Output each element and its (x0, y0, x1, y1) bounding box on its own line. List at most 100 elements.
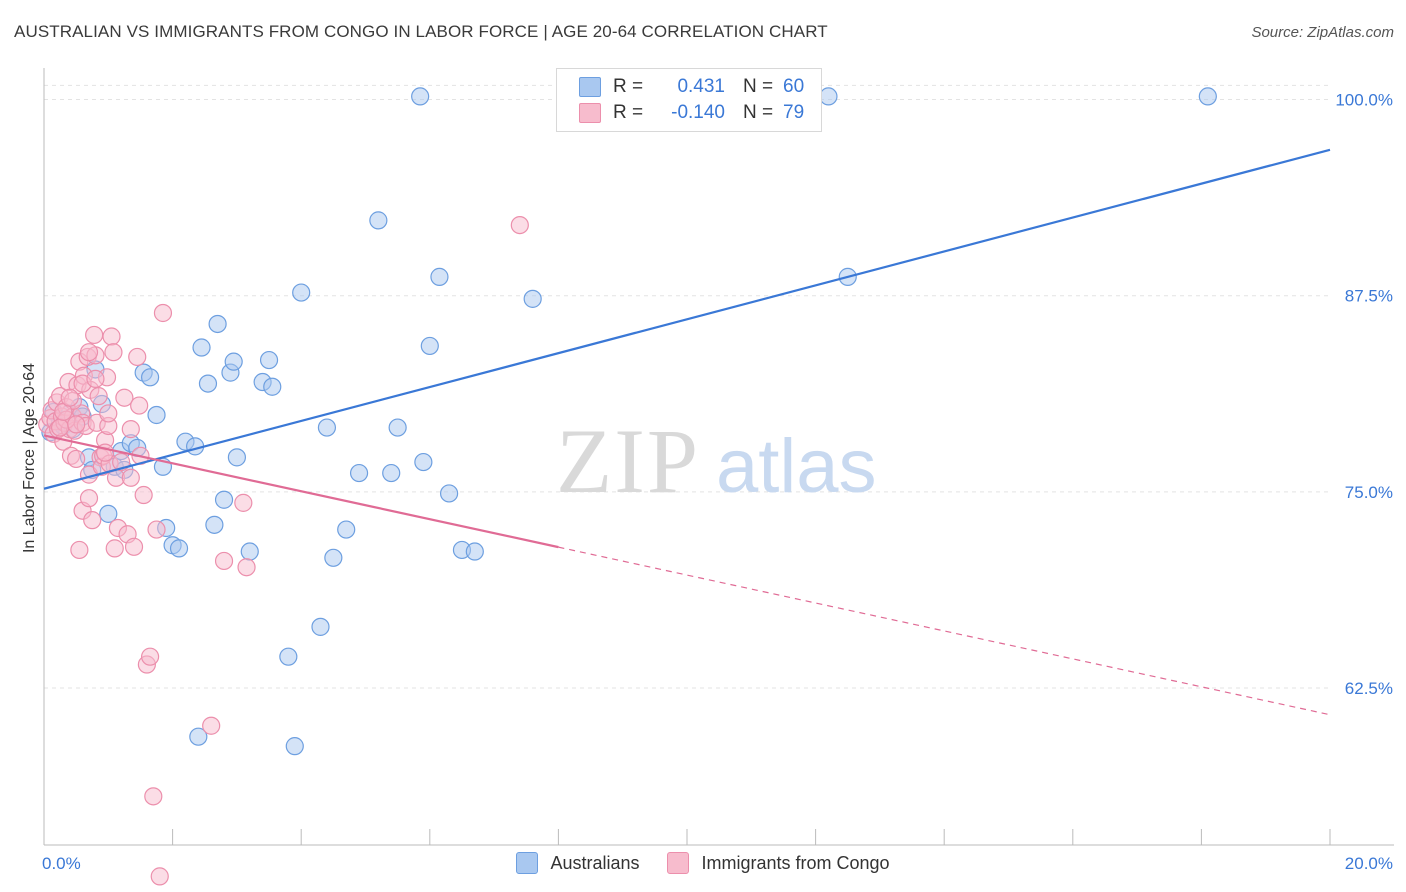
congo-trend-line-extension (558, 546, 1331, 716)
australians-point (263, 377, 282, 396)
tick-labels: 100.0% 87.5% 75.0% 62.5% 0.0% 20.0% (42, 91, 1393, 873)
australians-point (523, 289, 542, 308)
congo-point (128, 347, 147, 367)
australians-point (240, 542, 259, 561)
australians-point (259, 350, 279, 370)
australians-point (285, 737, 304, 756)
congo-point (144, 787, 163, 806)
congo-point (234, 493, 253, 512)
congo-point (70, 540, 89, 560)
watermark-zip: ZIP (556, 410, 700, 512)
congo-point (202, 716, 221, 735)
congo-point (214, 551, 234, 571)
legend-r-value: 0.431 (677, 76, 725, 97)
australians-point (205, 515, 224, 534)
congo-point (83, 511, 102, 530)
australians-point (227, 448, 246, 467)
legend-r-key: R = (613, 76, 644, 97)
congo-point (115, 388, 134, 407)
australians-point (140, 368, 160, 387)
congo-point (67, 449, 86, 469)
x-tick-label: 0.0% (42, 854, 81, 873)
congo-point (130, 396, 149, 415)
x-tick-label: 20.0% (1345, 854, 1393, 873)
australians-point (414, 452, 433, 472)
congo-point (50, 418, 70, 437)
australians-point (208, 314, 227, 334)
australians-point (192, 338, 211, 357)
congo-point (121, 468, 140, 487)
legend-swatch-australians (579, 77, 601, 97)
australians-point (388, 418, 407, 437)
congo-point (85, 325, 104, 345)
australians-point (147, 405, 166, 425)
australians-point (169, 539, 189, 558)
congo-point (121, 420, 140, 439)
congo-point (105, 539, 124, 558)
congo-point (86, 369, 105, 388)
congo-point (153, 303, 173, 323)
congo-point (79, 489, 99, 508)
congo-point (237, 558, 256, 577)
legend-swatch-congo (579, 103, 601, 123)
australians-point (337, 520, 356, 539)
y-tick-label: 62.5% (1345, 679, 1393, 698)
chart-title: AUSTRALIAN VS IMMIGRANTS FROM CONGO IN L… (14, 22, 828, 41)
watermark-atlas: atlas (716, 424, 877, 509)
data-points (38, 87, 1217, 886)
legend-n-value: 79 (783, 102, 805, 123)
australians-point (224, 352, 243, 371)
stats-legend: R = 0.431 N = 60 R = -0.140 N = 79 (556, 68, 822, 132)
congo-point (150, 867, 169, 886)
legend-item-australians[interactable]: Australians (516, 852, 639, 874)
legend-r-value: -0.140 (671, 102, 725, 123)
trend-lines (43, 148, 1331, 716)
australians-point (324, 548, 343, 567)
australians-point (349, 463, 369, 483)
australians-point (420, 336, 439, 356)
source-credit: Source: ZipAtlas.com (1251, 24, 1394, 41)
legend-label-australians: Australians (550, 852, 640, 873)
congo-point (147, 520, 166, 539)
australians-point (189, 727, 208, 746)
congo-point (134, 485, 153, 505)
legend-item-congo[interactable]: Immigrants from Congo (667, 852, 890, 874)
y-tick-label: 87.5% (1345, 287, 1393, 306)
legend-r-key: R = (613, 102, 644, 123)
australians-point (99, 504, 118, 523)
australians-point (411, 87, 430, 106)
australians-point (1198, 87, 1217, 106)
australians-point (311, 617, 330, 636)
congo-point (99, 404, 118, 423)
australians-point (369, 211, 388, 230)
australians-trend-line (43, 148, 1331, 490)
watermark: ZIP atlas (556, 410, 877, 512)
congo-point (124, 537, 144, 556)
australians-point (214, 490, 234, 509)
gridlines (44, 84, 1330, 689)
legend-swatch-congo (667, 852, 690, 874)
congo-point (102, 327, 121, 346)
congo-point (510, 215, 529, 235)
congo-point (67, 415, 86, 434)
congo-point (79, 343, 99, 362)
australians-point (292, 283, 311, 302)
legend-label-congo: Immigrants from Congo (701, 852, 890, 873)
legend-n-value: 60 (783, 76, 805, 97)
australians-point (465, 542, 484, 561)
australians-point (317, 418, 337, 437)
legend-row-congo: R = -0.140 N = 79 (579, 101, 804, 125)
legend-n-key: N = (743, 76, 774, 97)
congo-point (140, 647, 160, 666)
y-tick-label: 100.0% (1335, 91, 1393, 110)
congo-trend-line (43, 434, 559, 549)
congo-point (104, 343, 123, 362)
congo-point (60, 388, 79, 407)
y-tick-label: 75.0% (1345, 483, 1393, 502)
australians-point (279, 647, 298, 666)
legend-n-key: N = (743, 102, 774, 123)
axes (43, 68, 1394, 846)
legend-row-australians: R = 0.431 N = 60 (579, 75, 804, 99)
australians-point (439, 484, 459, 503)
